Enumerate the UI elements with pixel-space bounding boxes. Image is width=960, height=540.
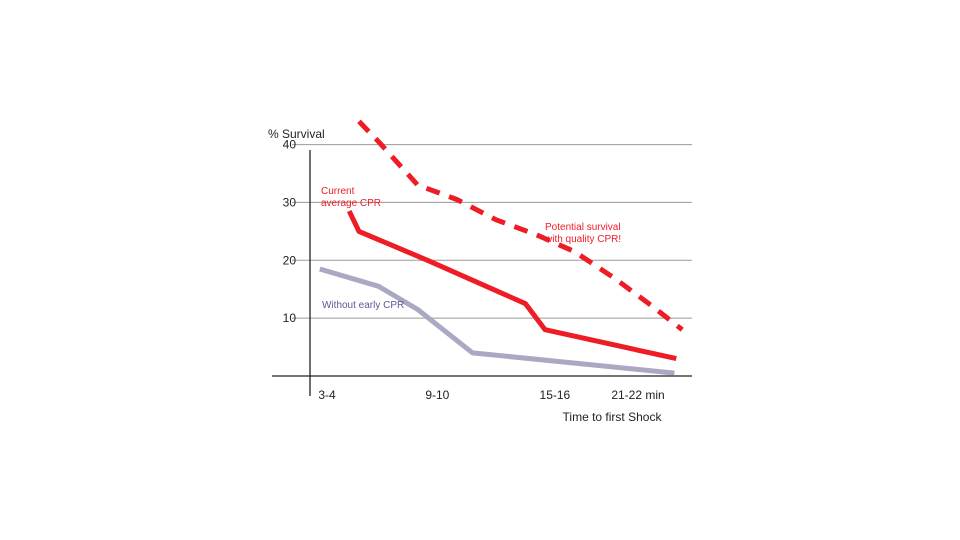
series-label-without-early-cpr: Without early CPR xyxy=(322,300,404,311)
series-label-potential-survival-with-quality-cpr: Potential survival xyxy=(545,222,621,233)
series-lines xyxy=(319,119,684,376)
x-tick-label: 15-16 xyxy=(540,388,571,402)
series-label-current-average-cpr: average CPR xyxy=(321,198,381,209)
series-line-potential-survival-with-quality-cpr xyxy=(357,119,684,332)
y-tick-label: 40 xyxy=(283,138,297,152)
gridlines xyxy=(292,144,692,319)
x-tick-label: 21-22 min xyxy=(611,388,664,402)
series-line-without-early-cpr xyxy=(319,266,675,376)
x-axis-title: Time to first Shock xyxy=(563,410,663,424)
series-label-potential-survival-with-quality-cpr: with quality CPR! xyxy=(544,234,621,245)
y-axis-title: % Survival xyxy=(268,127,325,141)
y-tick-label: 30 xyxy=(283,195,297,209)
series-label-current-average-cpr: Current xyxy=(321,186,355,197)
y-tick-label: 10 xyxy=(283,311,297,325)
y-tick-labels: 10 20 30 40 xyxy=(283,138,297,326)
x-tick-labels: 3-4 9-10 15-16 21-22 min xyxy=(318,388,664,402)
series-line-current-average-cpr xyxy=(346,210,677,362)
axes xyxy=(272,150,692,396)
x-tick-label: 9-10 xyxy=(425,388,449,402)
x-tick-label: 3-4 xyxy=(318,388,336,402)
y-tick-label: 20 xyxy=(283,253,297,267)
